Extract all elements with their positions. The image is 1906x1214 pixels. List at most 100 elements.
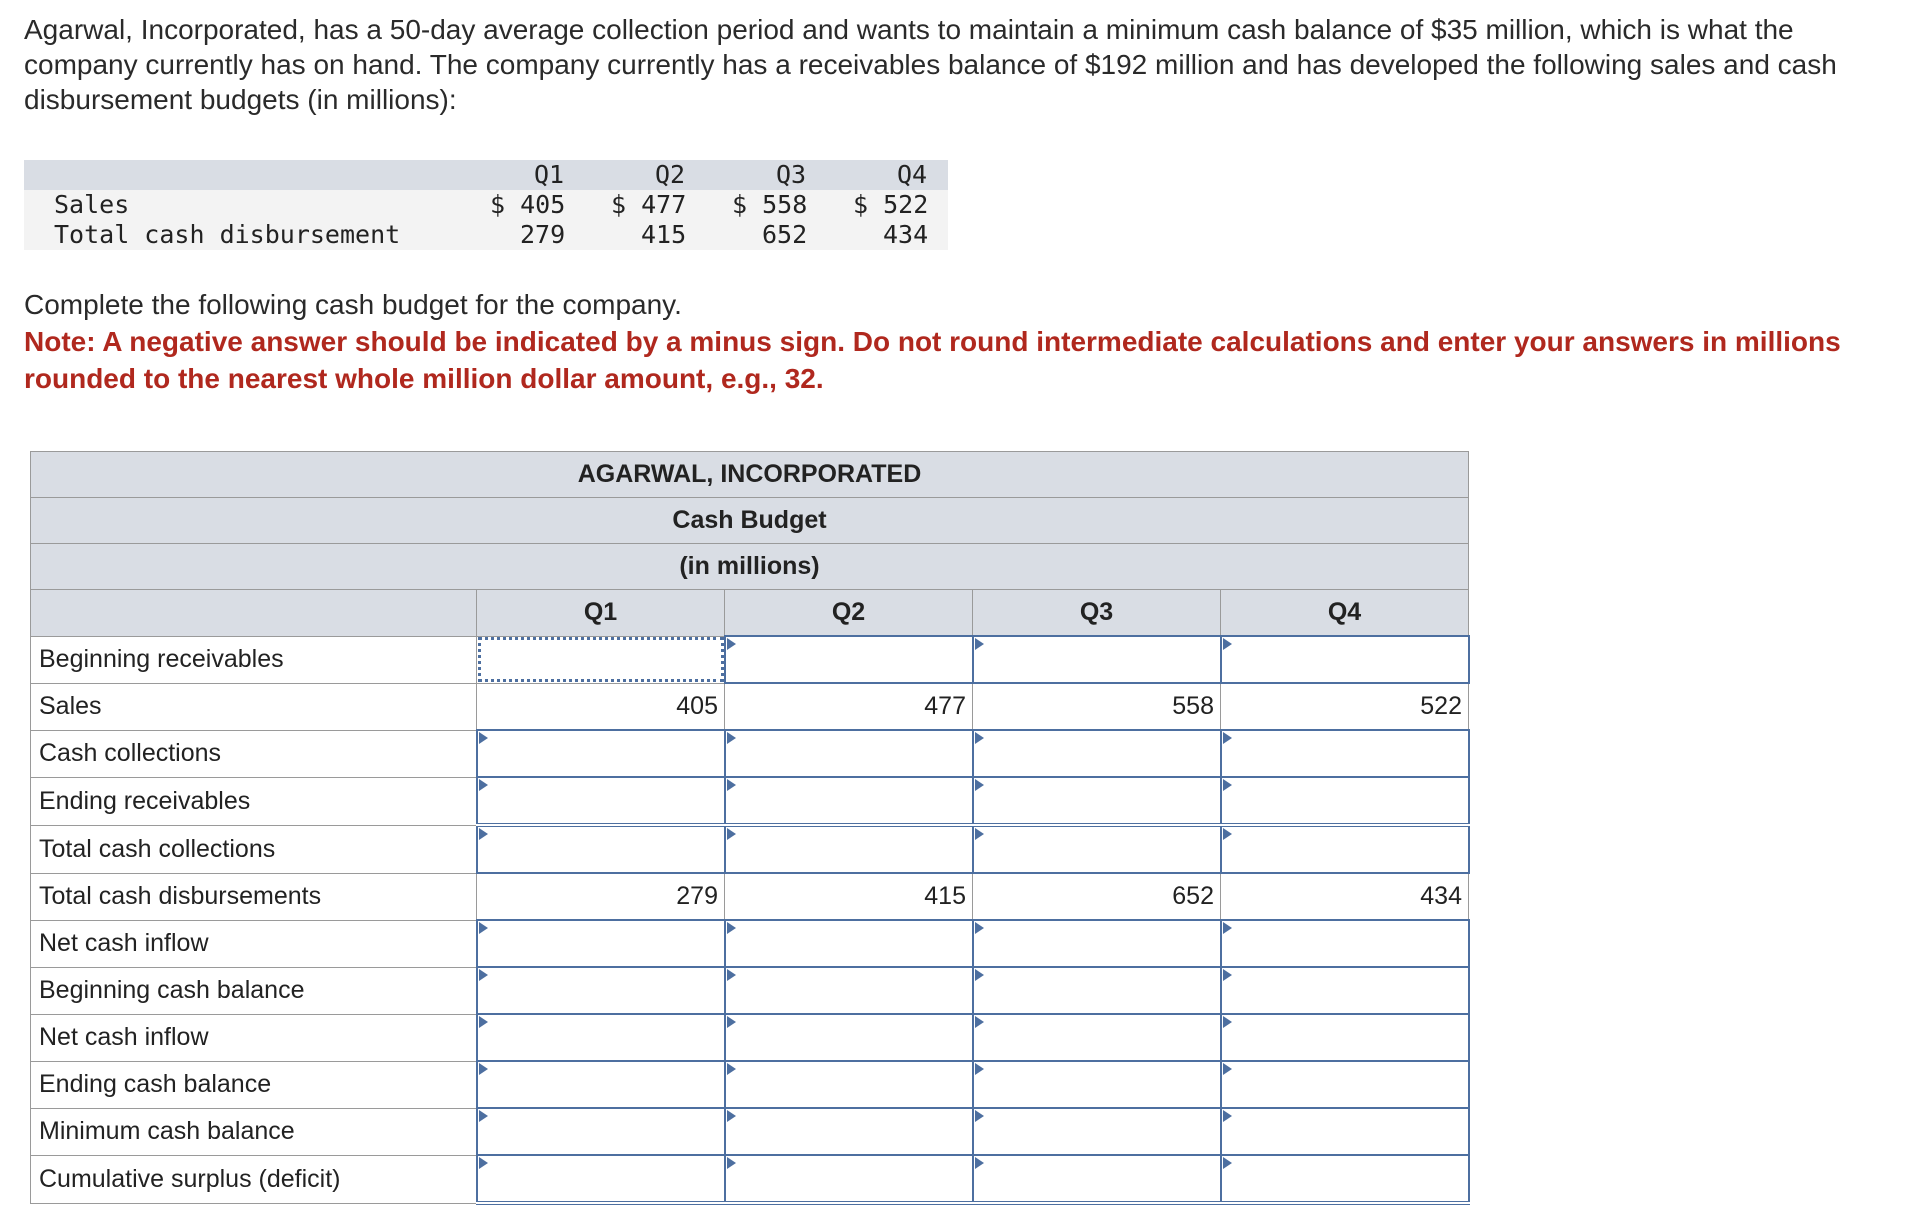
net-cash-inflow-q3-field[interactable] bbox=[973, 921, 1220, 966]
given-quarter-3: Q3 bbox=[776, 160, 807, 189]
ending-receivables-q3-field[interactable] bbox=[973, 778, 1220, 823]
net-cash-inflow-2-q1-field[interactable] bbox=[477, 1015, 724, 1060]
ending-receivables-q3-input[interactable] bbox=[971, 776, 1222, 827]
instructions: Complete the following cash budget for t… bbox=[24, 286, 1884, 397]
total-cash-collections-q3-input[interactable] bbox=[971, 824, 1222, 874]
beginning-cash-q2-input[interactable] bbox=[723, 966, 974, 1015]
cash-collections-q1-field[interactable] bbox=[477, 731, 724, 776]
row-beginning-cash-balance: Beginning cash balance bbox=[30, 966, 1470, 1015]
beginning-cash-q4-field[interactable] bbox=[1221, 968, 1468, 1013]
ending-receivables-q2-field[interactable] bbox=[725, 778, 972, 823]
cumulative-surplus-q1-input[interactable] bbox=[475, 1154, 726, 1205]
input-marker-icon bbox=[1222, 1110, 1232, 1122]
net-cash-inflow-q2-field[interactable] bbox=[725, 921, 972, 966]
net-cash-inflow-2-q2-field[interactable] bbox=[725, 1015, 972, 1060]
net-cash-inflow-q1-field[interactable] bbox=[477, 921, 724, 966]
minimum-cash-q2-input[interactable] bbox=[723, 1107, 974, 1156]
net-cash-inflow-q2-input[interactable] bbox=[723, 919, 974, 968]
net-cash-inflow-2-q3-input[interactable] bbox=[971, 1013, 1222, 1062]
cash-collections-q1-input[interactable] bbox=[475, 729, 726, 778]
ending-cash-q1-input[interactable] bbox=[475, 1060, 726, 1109]
ending-receivables-q4-input[interactable] bbox=[1219, 776, 1470, 827]
beginning-receivables-q4-input[interactable] bbox=[1219, 635, 1470, 684]
minimum-cash-q4-field[interactable] bbox=[1221, 1109, 1468, 1154]
header-blank bbox=[30, 589, 477, 637]
total-cash-collections-q4-field[interactable] bbox=[1221, 827, 1468, 872]
label-cumulative-surplus: Cumulative surplus (deficit) bbox=[30, 1154, 477, 1204]
ending-cash-q2-field[interactable] bbox=[725, 1062, 972, 1107]
total-cash-collections-q1-field[interactable] bbox=[477, 827, 724, 872]
beginning-receivables-q2-input[interactable] bbox=[723, 635, 974, 684]
ending-cash-q2-input[interactable] bbox=[723, 1060, 974, 1109]
net-cash-inflow-2-q2-input[interactable] bbox=[723, 1013, 974, 1062]
label-ending-receivables: Ending receivables bbox=[30, 776, 477, 826]
beginning-cash-q3-input[interactable] bbox=[971, 966, 1222, 1015]
minimum-cash-q4-input[interactable] bbox=[1219, 1107, 1470, 1156]
net-cash-inflow-q4-input[interactable] bbox=[1219, 919, 1470, 968]
ending-receivables-q1-field[interactable] bbox=[477, 778, 724, 823]
label-sales: Sales bbox=[30, 682, 477, 731]
beginning-cash-q2-field[interactable] bbox=[725, 968, 972, 1013]
cash-collections-q2-field[interactable] bbox=[725, 731, 972, 776]
ending-cash-q3-field[interactable] bbox=[973, 1062, 1220, 1107]
row-beginning-receivables: Beginning receivables bbox=[30, 635, 1470, 684]
beginning-receivables-q4-field[interactable] bbox=[1221, 637, 1468, 682]
cumulative-surplus-q2-input[interactable] bbox=[723, 1154, 974, 1205]
ending-cash-q3-input[interactable] bbox=[971, 1060, 1222, 1109]
beginning-receivables-q3-input[interactable] bbox=[971, 635, 1222, 684]
input-marker-icon bbox=[1222, 1157, 1232, 1169]
input-marker-icon bbox=[726, 638, 736, 650]
beginning-receivables-q1-field[interactable] bbox=[477, 635, 728, 684]
input-marker-icon bbox=[974, 1157, 984, 1169]
net-cash-inflow-2-q4-input[interactable] bbox=[1219, 1013, 1470, 1062]
ending-cash-q1-field[interactable] bbox=[477, 1062, 724, 1107]
cash-collections-q4-field[interactable] bbox=[1221, 731, 1468, 776]
minimum-cash-q1-field[interactable] bbox=[477, 1109, 724, 1154]
cash-collections-q2-input[interactable] bbox=[723, 729, 974, 778]
ending-cash-q4-field[interactable] bbox=[1221, 1062, 1468, 1107]
minimum-cash-q1-input[interactable] bbox=[475, 1107, 726, 1156]
minimum-cash-q3-input[interactable] bbox=[971, 1107, 1222, 1156]
beginning-cash-q3-field[interactable] bbox=[973, 968, 1220, 1013]
cumulative-surplus-q3-input[interactable] bbox=[971, 1154, 1222, 1205]
net-cash-inflow-q4-field[interactable] bbox=[1221, 921, 1468, 966]
cash-collections-q3-input[interactable] bbox=[971, 729, 1222, 778]
ending-receivables-q1-input[interactable] bbox=[475, 776, 726, 827]
beginning-receivables-q2-field[interactable] bbox=[725, 637, 972, 682]
beginning-receivables-q3-field[interactable] bbox=[973, 637, 1220, 682]
total-cash-collections-q1-input[interactable] bbox=[475, 824, 726, 874]
row-sales: Sales 405 477 558 522 bbox=[30, 682, 1469, 731]
company-name: AGARWAL, INCORPORATED bbox=[30, 451, 1469, 498]
total-cash-collections-q3-field[interactable] bbox=[973, 827, 1220, 872]
minimum-cash-q2-field[interactable] bbox=[725, 1109, 972, 1154]
minimum-cash-q3-field[interactable] bbox=[973, 1109, 1220, 1154]
input-marker-icon bbox=[1222, 779, 1232, 791]
cash-collections-q3-field[interactable] bbox=[973, 731, 1220, 776]
beginning-cash-q4-input[interactable] bbox=[1219, 966, 1470, 1015]
net-cash-inflow-q1-input[interactable] bbox=[475, 919, 726, 968]
given-quarter-4: Q4 bbox=[897, 160, 928, 189]
cumulative-surplus-q3-field[interactable] bbox=[973, 1156, 1220, 1201]
disbursements-q1-value: 279 bbox=[476, 872, 725, 921]
total-cash-collections-q2-field[interactable] bbox=[725, 827, 972, 872]
cumulative-surplus-q2-field[interactable] bbox=[725, 1156, 972, 1201]
ending-receivables-q4-field[interactable] bbox=[1221, 778, 1468, 823]
net-cash-inflow-q3-input[interactable] bbox=[971, 919, 1222, 968]
cumulative-surplus-q4-input[interactable] bbox=[1219, 1154, 1470, 1205]
beginning-receivables-q1-input[interactable] bbox=[476, 635, 728, 684]
ending-cash-q4-input[interactable] bbox=[1219, 1060, 1470, 1109]
cumulative-surplus-q1-field[interactable] bbox=[477, 1156, 724, 1201]
beginning-cash-q1-input[interactable] bbox=[475, 966, 726, 1015]
total-cash-collections-q2-input[interactable] bbox=[723, 824, 974, 874]
net-cash-inflow-2-q4-field[interactable] bbox=[1221, 1015, 1468, 1060]
total-cash-collections-q4-input[interactable] bbox=[1219, 824, 1470, 874]
ending-receivables-q2-input[interactable] bbox=[723, 776, 974, 827]
cash-budget-table: AGARWAL, INCORPORATED Cash Budget (in mi… bbox=[30, 451, 1470, 1205]
net-cash-inflow-2-q1-input[interactable] bbox=[475, 1013, 726, 1062]
beginning-cash-q1-field[interactable] bbox=[477, 968, 724, 1013]
given-disb-q2: 415 bbox=[641, 220, 687, 249]
input-marker-icon bbox=[974, 1016, 984, 1028]
cumulative-surplus-q4-field[interactable] bbox=[1221, 1156, 1468, 1201]
cash-collections-q4-input[interactable] bbox=[1219, 729, 1470, 778]
net-cash-inflow-2-q3-field[interactable] bbox=[973, 1015, 1220, 1060]
